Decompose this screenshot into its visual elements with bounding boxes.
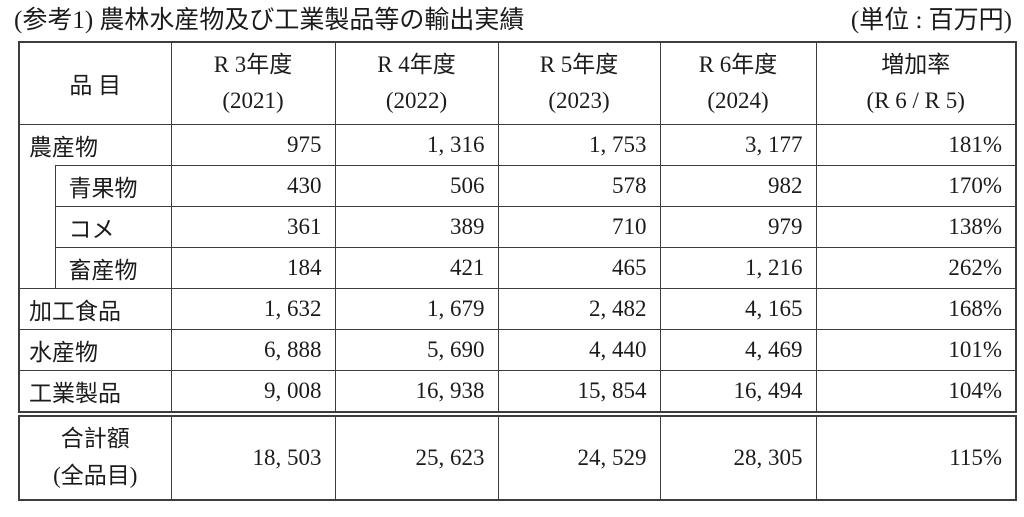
value-cell: 578 [497, 164, 661, 207]
value-cell: 4, 469 [659, 328, 817, 371]
rate-cell: 181% [815, 123, 1017, 166]
year-label: (2022) [385, 88, 448, 113]
era-label: R 6年度 [698, 52, 778, 78]
era-label: R 5年度 [539, 52, 619, 78]
value-cell: 361 [170, 205, 336, 248]
row-label: 青果物 [54, 164, 172, 207]
value-cell: 5, 690 [334, 328, 499, 371]
table-header: 品 目 R 3年度 (2021) R 4年度 (2022) R 5年度 (202… [18, 41, 1017, 125]
table-row-marine-products: 水産物 6, 888 5, 690 4, 440 4, 469 101% [18, 328, 1017, 371]
value-cell: 4, 165 [659, 287, 817, 330]
value-cell: 1, 753 [497, 123, 661, 166]
header-row: 品 目 R 3年度 (2021) R 4年度 (2022) R 5年度 (202… [18, 41, 1017, 125]
row-label: 工業製品 [18, 369, 172, 414]
col-header-r5: R 5年度 (2023) [497, 41, 661, 125]
era-label: R 3年度 [213, 52, 293, 78]
rate-label: 増加率 [881, 52, 951, 78]
table-row-industrial-products: 工業製品 9, 008 16, 938 15, 854 16, 494 104% [18, 369, 1017, 414]
rate-cell: 138% [815, 205, 1017, 248]
unit-label: (単位 : 百万円) [850, 7, 1012, 34]
rate-cell: 168% [815, 287, 1017, 330]
year-label: (2023) [548, 88, 610, 113]
value-cell: 982 [659, 164, 817, 207]
value-cell: 506 [334, 164, 499, 207]
era-label: R 4年度 [377, 52, 456, 78]
table-row-livestock: 畜産物 184 421 465 1, 216 262% [19, 246, 1017, 289]
table-row-processed-food: 加工食品 1, 632 1, 679 2, 482 4, 165 168% [18, 287, 1017, 330]
value-cell: 1, 216 [659, 246, 817, 289]
table-body: 農産物 975 1, 316 1, 753 3, 177 181% 青果物 43… [18, 123, 1017, 500]
col-header-r6: R 6年度 (2024) [659, 41, 817, 125]
table-row-rice: コメ 361 389 710 979 138% [19, 205, 1017, 248]
rate-cell: 104% [815, 369, 1017, 414]
year-label: (2024) [707, 88, 769, 113]
indent-strip [18, 165, 56, 289]
value-cell: 1, 679 [334, 287, 499, 330]
value-cell: 710 [497, 205, 661, 248]
rate-cell: 115% [815, 410, 1017, 500]
export-results-table: 品 目 R 3年度 (2021) R 4年度 (2022) R 5年度 (202… [18, 40, 1017, 501]
col-header-item: 品 目 [18, 41, 172, 125]
value-cell: 18, 503 [170, 410, 336, 500]
row-label: 水産物 [18, 328, 172, 371]
table-row-total: 合計額 (全品目) 18, 503 25, 623 24, 529 28, 30… [18, 410, 1017, 500]
rate-formula: (R 6 / R 5) [866, 88, 965, 113]
value-cell: 9, 008 [170, 369, 336, 414]
value-cell: 184 [170, 246, 336, 289]
row-label: 畜産物 [54, 246, 172, 289]
value-cell: 389 [334, 205, 499, 248]
total-label-line1: 合計額 [60, 425, 130, 451]
rate-cell: 262% [815, 246, 1017, 289]
rate-cell: 170% [815, 164, 1017, 207]
row-label: コメ [54, 205, 172, 248]
page-title: (参考1) 農林水産物及び工業製品等の輸出実績 [14, 7, 525, 34]
total-label-line2: (全品目) [53, 462, 138, 488]
col-header-r4: R 4年度 (2022) [334, 41, 499, 125]
value-cell: 975 [170, 123, 336, 166]
col-header-r3: R 3年度 (2021) [170, 41, 336, 125]
year-label: (2021) [222, 88, 284, 113]
value-cell: 28, 305 [659, 410, 817, 500]
value-cell: 6, 888 [170, 328, 336, 371]
title-row: (参考1) 農林水産物及び工業製品等の輸出実績 (単位 : 百万円) [0, 0, 1024, 38]
value-cell: 16, 494 [659, 369, 817, 414]
value-cell: 3, 177 [659, 123, 817, 166]
row-label: 加工食品 [18, 287, 172, 330]
row-label: 農産物 [18, 123, 172, 165]
col-header-rate: 増加率 (R 6 / R 5) [815, 41, 1017, 125]
value-cell: 15, 854 [497, 369, 661, 414]
rate-cell: 101% [815, 328, 1017, 371]
value-cell: 421 [334, 246, 499, 289]
table-row-fruits-vegetables: 青果物 430 506 578 982 170% [18, 164, 1017, 289]
value-cell: 465 [497, 246, 661, 289]
table-row-agricultural: 農産物 975 1, 316 1, 753 3, 177 181% [18, 123, 1017, 166]
value-cell: 4, 440 [497, 328, 661, 371]
value-cell: 1, 316 [334, 123, 499, 166]
total-row-label: 合計額 (全品目) [18, 410, 172, 500]
value-cell: 2, 482 [497, 287, 661, 330]
value-cell: 430 [170, 164, 336, 207]
value-cell: 25, 623 [334, 410, 499, 500]
value-cell: 979 [659, 205, 817, 248]
value-cell: 1, 632 [170, 287, 336, 330]
value-cell: 24, 529 [497, 410, 661, 500]
value-cell: 16, 938 [334, 369, 499, 414]
